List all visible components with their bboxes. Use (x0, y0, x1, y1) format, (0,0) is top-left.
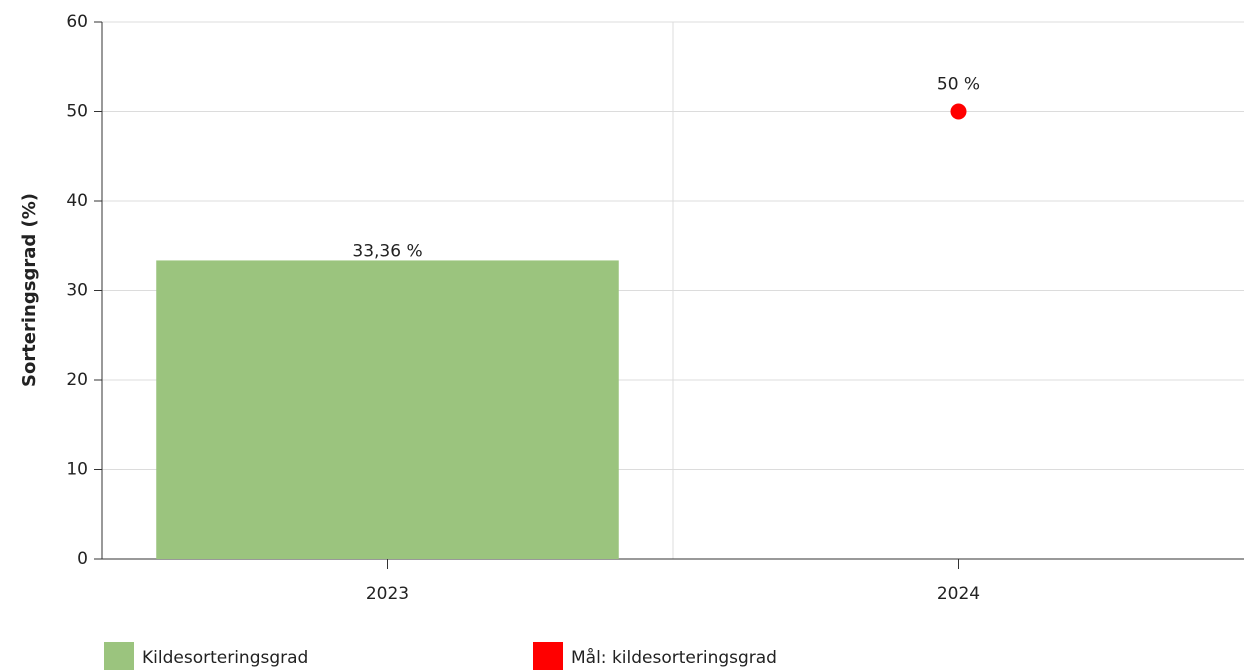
legend-label: Mål: kildesorteringsgrad (571, 647, 777, 668)
x-tick-label: 2024 (937, 584, 980, 604)
legend-label: Kildesorteringsgrad (142, 648, 308, 668)
point (950, 103, 967, 120)
y-tick-label: 10 (66, 460, 88, 480)
y-tick-label: 50 (66, 102, 88, 122)
y-tick-label: 40 (66, 191, 88, 211)
x-tick-label: 2023 (366, 584, 409, 604)
y-axis-label: Sorteringsgrad (%) (19, 193, 40, 387)
data-label: 50 % (937, 75, 980, 95)
data-label: 33,36 % (352, 241, 422, 261)
y-tick-label: 30 (66, 281, 88, 301)
y-tick-label: 20 (66, 370, 88, 390)
y-tick-label: 0 (77, 549, 88, 569)
bar (156, 260, 619, 559)
legend-swatch (104, 642, 134, 670)
y-tick-label: 60 (66, 12, 88, 32)
legend-swatch (533, 642, 563, 670)
